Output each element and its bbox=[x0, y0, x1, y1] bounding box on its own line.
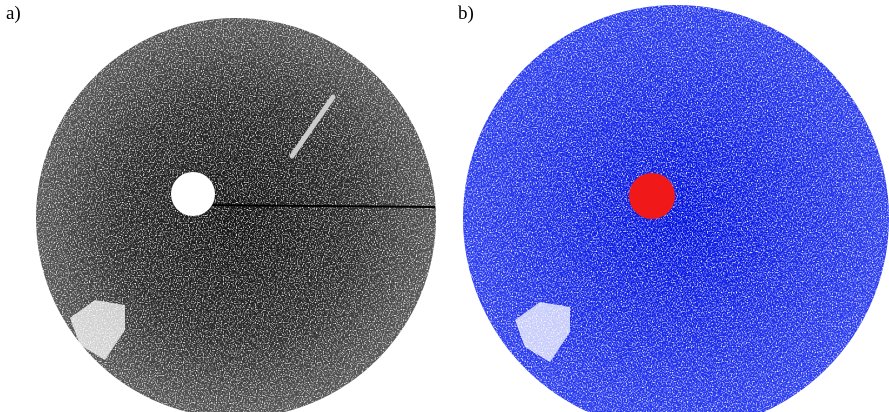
highlight bbox=[629, 173, 675, 219]
panel-b: b) bbox=[458, 3, 889, 412]
scan-line bbox=[199, 204, 436, 208]
panel-a: a) bbox=[6, 3, 436, 412]
hole bbox=[171, 172, 215, 216]
gap bbox=[515, 302, 570, 362]
gap bbox=[70, 300, 125, 360]
panel-label: a) bbox=[6, 3, 21, 24]
speckle bbox=[463, 5, 889, 412]
panel-label: b) bbox=[458, 3, 474, 24]
speckle bbox=[36, 18, 436, 412]
streak bbox=[289, 94, 336, 159]
